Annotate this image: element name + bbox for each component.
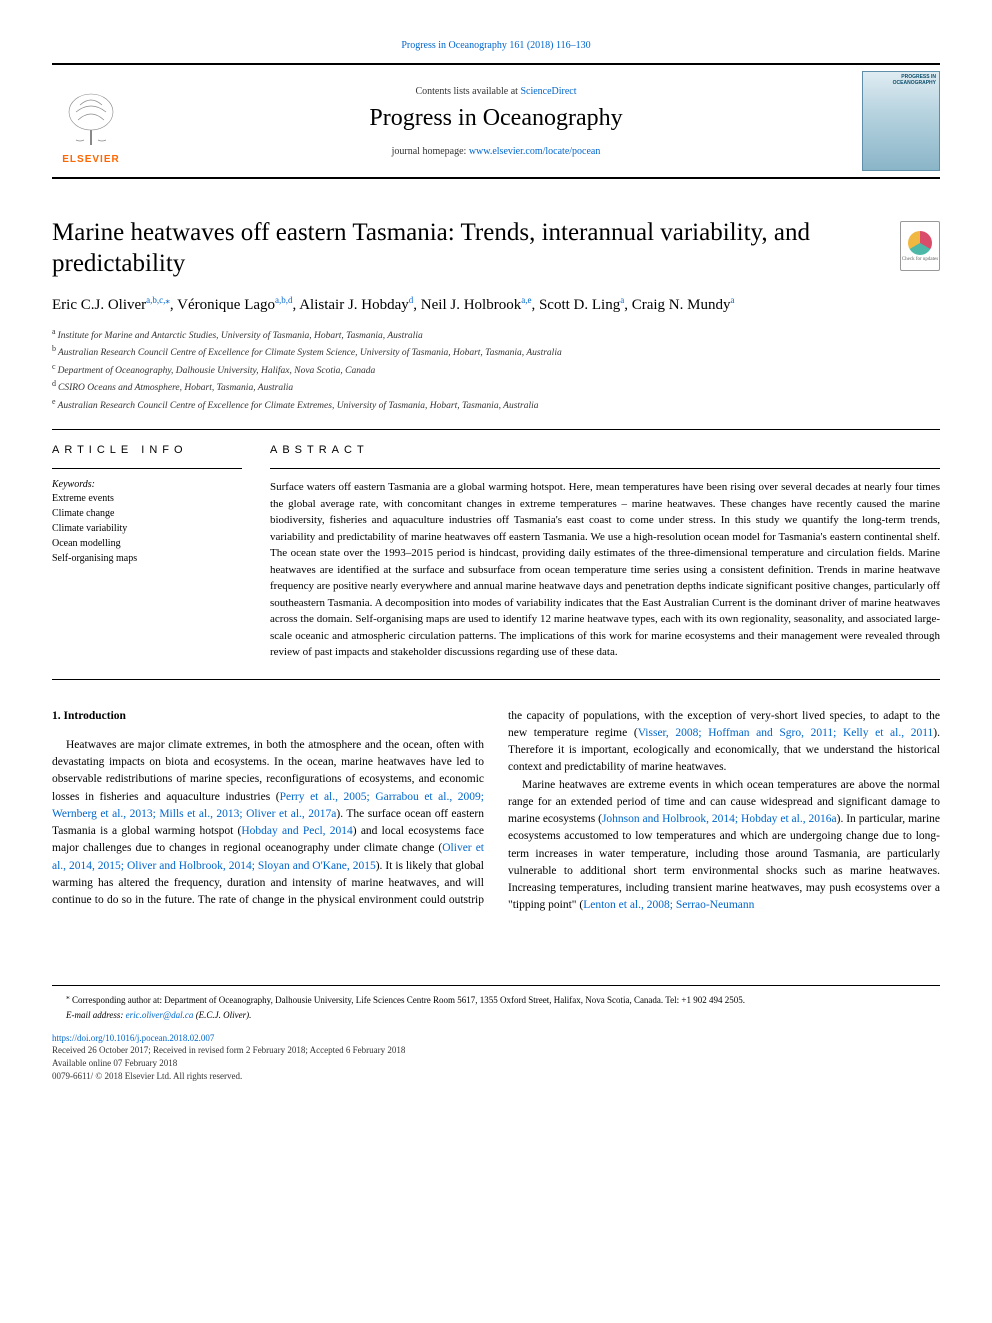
author: Neil J. Holbrook [421, 297, 521, 313]
author: Véronique Lago [177, 297, 275, 313]
author: Eric C.J. Oliver [52, 297, 146, 313]
crossmark-icon [908, 231, 932, 255]
keyword: Self-organising maps [52, 551, 242, 566]
email-link[interactable]: eric.oliver@dal.ca [126, 1010, 194, 1020]
header-center: Contents lists available at ScienceDirec… [140, 86, 852, 157]
elsevier-logo: ELSEVIER [52, 77, 130, 165]
keyword: Climate variability [52, 521, 242, 536]
author: Scott D. Ling [539, 297, 620, 313]
available-line: Available online 07 February 2018 [52, 1057, 940, 1070]
doi-link[interactable]: https://doi.org/10.1016/j.pocean.2018.02… [52, 1033, 214, 1043]
abstract-label: ABSTRACT [270, 430, 940, 468]
keyword: Extreme events [52, 491, 242, 506]
intro-p2: Marine heatwaves are extreme events in w… [508, 777, 940, 915]
author-affil-sup[interactable]: a [620, 295, 624, 305]
article-info-label: ARTICLE INFO [52, 430, 242, 468]
article-info-col: ARTICLE INFO Keywords: Extreme eventsCli… [52, 430, 242, 661]
keywords-list: Extreme eventsClimate changeClimate vari… [52, 491, 242, 566]
cover-title: PROGRESS IN OCEANOGRAPHY [866, 75, 936, 86]
journal-header: ELSEVIER Contents lists available at Sci… [52, 63, 940, 179]
author: Craig N. Mundy [632, 297, 731, 313]
article-title: Marine heatwaves off eastern Tasmania: T… [52, 217, 940, 280]
corresponding-author: ⁎ Corresponding author at: Department of… [52, 992, 940, 1007]
body-columns: 1. Introduction Heatwaves are major clim… [52, 708, 940, 915]
article-header: Marine heatwaves off eastern Tasmania: T… [52, 217, 940, 413]
check-updates-text: Check for updates [902, 257, 938, 262]
keyword: Ocean modelling [52, 536, 242, 551]
author-affil-sup[interactable]: d [409, 295, 414, 305]
author-affil-sup[interactable]: a,e [521, 295, 531, 305]
affiliation: e Australian Research Council Centre of … [52, 396, 940, 413]
abstract-text: Surface waters off eastern Tasmania are … [270, 469, 940, 661]
citation-link[interactable]: Johnson and Holbrook, 2014; Hobday et al… [602, 813, 837, 825]
citation-link[interactable]: Hobday and Pecl, 2014 [241, 825, 352, 837]
check-updates-badge[interactable]: Check for updates [900, 221, 940, 271]
issn-line: 0079-6611/ © 2018 Elsevier Ltd. All righ… [52, 1070, 940, 1083]
author-affil-sup[interactable]: a,b,c,⁎ [146, 295, 170, 305]
journal-name: Progress in Oceanography [140, 105, 852, 132]
doi-block: https://doi.org/10.1016/j.pocean.2018.02… [52, 1032, 940, 1082]
keyword: Climate change [52, 506, 242, 521]
citation-link[interactable]: Visser, 2008; Hoffman and Sgro, 2011; Ke… [638, 727, 934, 739]
homepage-line: journal homepage: www.elsevier.com/locat… [140, 146, 852, 157]
affiliation: c Department of Oceanography, Dalhousie … [52, 361, 940, 378]
email-line: E-mail address: eric.oliver@dal.ca (E.C.… [52, 1009, 940, 1022]
journal-cover-thumb: PROGRESS IN OCEANOGRAPHY [862, 71, 940, 171]
author-affil-sup[interactable]: a,b,d [275, 295, 293, 305]
abstract-col: ABSTRACT Surface waters off eastern Tasm… [270, 430, 940, 661]
info-abstract-row: ARTICLE INFO Keywords: Extreme eventsCli… [52, 430, 940, 661]
section-heading: 1. Introduction [52, 708, 484, 725]
author: Alistair J. Hobday [299, 297, 409, 313]
affiliation: d CSIRO Oceans and Atmosphere, Hobart, T… [52, 378, 940, 395]
divider [52, 679, 940, 680]
citation-link[interactable]: Lenton et al., 2008; Serrao-Neumann [583, 899, 754, 911]
citation-link[interactable]: Progress in Oceanography 161 (2018) 116–… [401, 40, 590, 51]
keywords-label: Keywords: [52, 479, 242, 490]
received-line: Received 26 October 2017; Received in re… [52, 1044, 940, 1057]
affiliation: a Institute for Marine and Antarctic Stu… [52, 326, 940, 343]
footnotes: ⁎ Corresponding author at: Department of… [52, 985, 940, 1083]
affiliations: a Institute for Marine and Antarctic Stu… [52, 326, 940, 413]
sciencedirect-link[interactable]: ScienceDirect [520, 86, 576, 97]
elsevier-wordmark: ELSEVIER [62, 154, 119, 165]
author-affil-sup[interactable]: a [730, 295, 734, 305]
elsevier-tree-icon [60, 90, 122, 152]
authors-line: Eric C.J. Olivera,b,c,⁎, Véronique Lagoa… [52, 294, 940, 317]
affiliation: b Australian Research Council Centre of … [52, 343, 940, 360]
body-section: 1. Introduction Heatwaves are major clim… [52, 708, 940, 915]
homepage-link[interactable]: www.elsevier.com/locate/pocean [469, 146, 601, 157]
top-citation: Progress in Oceanography 161 (2018) 116–… [52, 40, 940, 51]
contents-line: Contents lists available at ScienceDirec… [140, 86, 852, 97]
